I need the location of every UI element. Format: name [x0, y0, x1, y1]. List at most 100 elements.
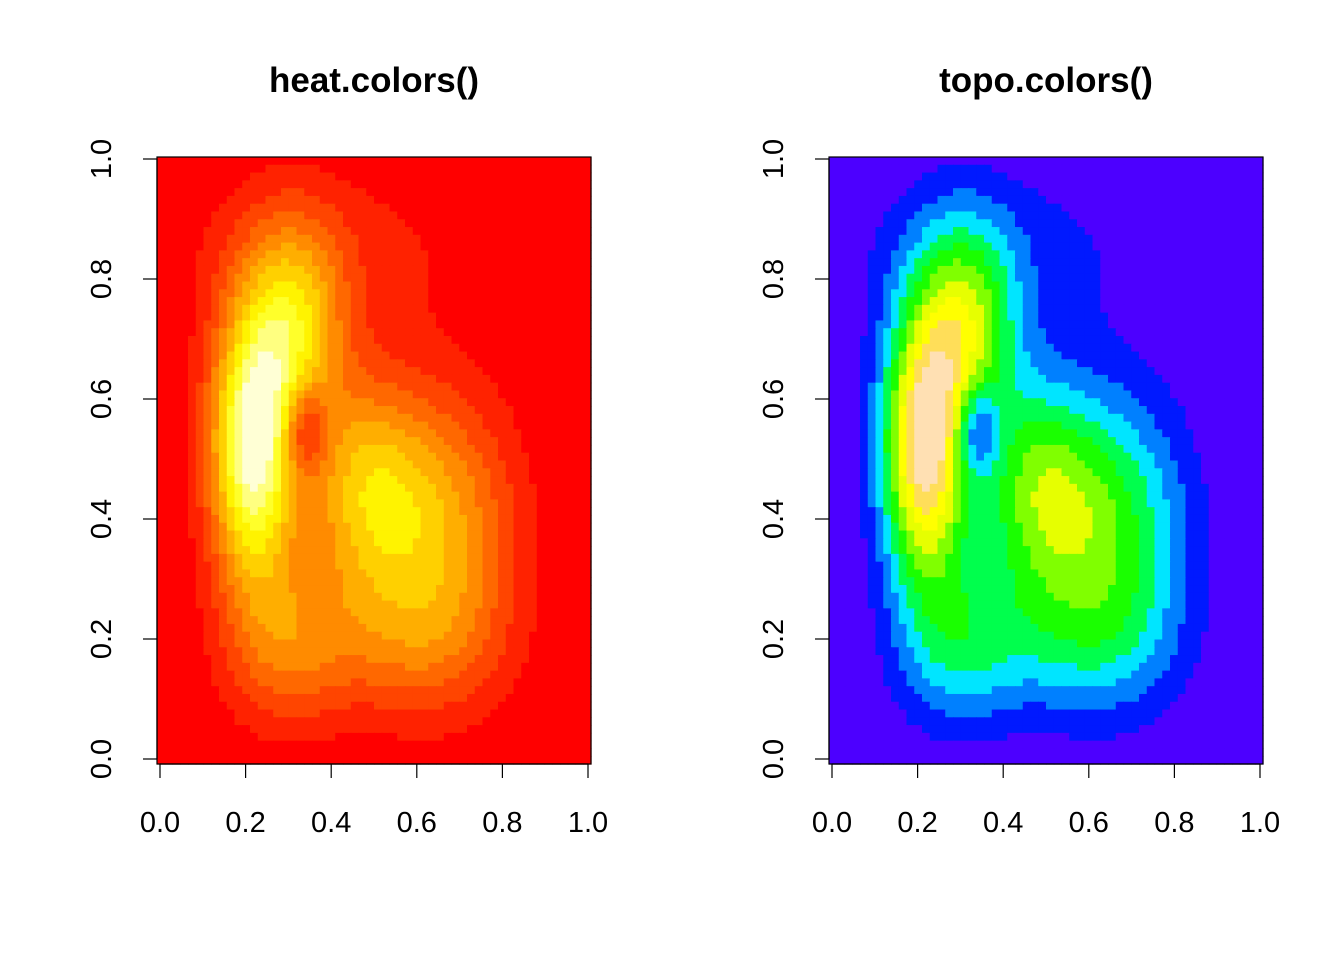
heatmap-cell: [350, 717, 360, 726]
heatmap-cell: [412, 265, 422, 275]
heatmap-cell: [219, 460, 228, 469]
heatmap-cell: [358, 406, 367, 415]
heatmap-cell: [420, 491, 429, 501]
heatmap-cell: [1154, 188, 1163, 197]
heatmap-cell: [451, 180, 460, 189]
heatmap-cell: [397, 538, 406, 547]
heatmap-cell: [242, 297, 251, 306]
heatmap-cell: [188, 569, 197, 578]
heatmap-cell: [319, 460, 329, 469]
heatmap-cell: [1146, 188, 1156, 197]
heatmap-cell: [374, 265, 383, 275]
heatmap-cell: [420, 320, 429, 329]
heatmap-cell: [226, 732, 236, 742]
heatmap-cell: [560, 359, 569, 368]
heatmap-cell: [583, 631, 592, 641]
heatmap-cell: [257, 756, 267, 765]
heatmap-cell: [397, 546, 406, 555]
heatmap-cell: [428, 616, 437, 625]
heatmap-cell: [296, 367, 305, 376]
heatmap-cell: [521, 157, 530, 166]
heatmap-cell: [451, 281, 460, 290]
heatmap-cell: [319, 655, 329, 664]
heatmap-cell: [428, 740, 437, 750]
heatmap-cell: [374, 367, 383, 376]
heatmap-cell: [552, 437, 561, 446]
heatmap-cell: [474, 195, 484, 205]
heatmap-cell: [829, 188, 838, 197]
heatmap-cell: [281, 662, 290, 672]
heatmap-cell: [567, 631, 577, 641]
heatmap-cell: [157, 382, 166, 392]
heatmap-cell: [883, 195, 892, 205]
heatmap-cell: [552, 335, 561, 345]
heatmap-cell: [459, 343, 468, 353]
heatmap-cell: [343, 250, 352, 259]
heatmap-cell: [836, 211, 846, 220]
heatmap-cell: [296, 522, 305, 532]
heatmap-cell: [335, 468, 344, 477]
heatmap-cell: [474, 732, 484, 742]
heatmap-cell: [490, 234, 499, 244]
heatmap-cell: [312, 693, 321, 703]
heatmap-cell: [265, 203, 274, 213]
heatmap-cell: [195, 468, 205, 477]
heatmap-cell: [265, 686, 274, 695]
heatmap-cell: [860, 188, 869, 197]
heatmap-cell: [304, 195, 313, 205]
heatmap-cell: [219, 429, 228, 438]
heatmap-cell: [498, 242, 507, 251]
heatmap-cell: [443, 538, 453, 547]
heatmap-cell: [459, 756, 468, 765]
heatmap-cell: [529, 756, 538, 765]
heatmap-cell: [157, 265, 166, 275]
heatmap-cell: [195, 398, 205, 407]
heatmap-cell: [914, 195, 923, 205]
heatmap-cell: [552, 616, 561, 625]
heatmap-cell: [157, 289, 166, 298]
heatmap-cell: [180, 429, 189, 438]
heatmap-cell: [211, 725, 220, 734]
heatmap-cell: [536, 569, 546, 578]
heatmap-cell: [366, 631, 375, 641]
heatmap-cell: [443, 242, 453, 251]
heatmap-cell: [381, 281, 391, 290]
heatmap-cell: [482, 359, 491, 368]
heatmap-cell: [583, 195, 592, 205]
heatmap-cell: [521, 242, 530, 251]
heatmap-cell: [273, 514, 282, 524]
heatmap-cell: [188, 748, 197, 757]
heatmap-cell: [914, 227, 923, 236]
heatmap-cell: [180, 662, 189, 672]
heatmap-cell: [567, 398, 577, 407]
heatmap-cell: [490, 374, 499, 384]
heatmap-cell: [1146, 164, 1156, 174]
heatmap-cell: [1162, 180, 1171, 189]
heatmap-cell: [443, 553, 453, 563]
heatmap-cell: [459, 616, 468, 625]
heatmap-cell: [257, 452, 267, 462]
heatmap-cell: [513, 367, 522, 376]
heatmap-cell: [366, 577, 375, 586]
heatmap-cell: [273, 655, 282, 664]
heatmap-cell: [219, 600, 228, 609]
heatmap-cell: [164, 429, 174, 438]
heatmap-cell: [436, 631, 445, 641]
heatmap-cell: [436, 476, 445, 485]
heatmap-cell: [397, 460, 406, 469]
heatmap-cell: [860, 195, 869, 205]
heatmap-cell: [552, 655, 561, 664]
heatmap-cell: [544, 219, 553, 228]
heatmap-cell: [296, 172, 305, 181]
heatmap-cell: [945, 188, 954, 197]
heatmap-cell: [474, 647, 484, 656]
heatmap-cell: [505, 725, 515, 734]
heatmap-cell: [467, 499, 476, 508]
heatmap-cell: [428, 756, 437, 765]
heatmap-cell: [250, 538, 259, 547]
heatmap-cell: [513, 476, 522, 485]
heatmap-cell: [891, 180, 900, 189]
heatmap-cell: [273, 499, 282, 508]
heatmap-cell: [852, 227, 861, 236]
heatmap-cell: [219, 289, 228, 298]
